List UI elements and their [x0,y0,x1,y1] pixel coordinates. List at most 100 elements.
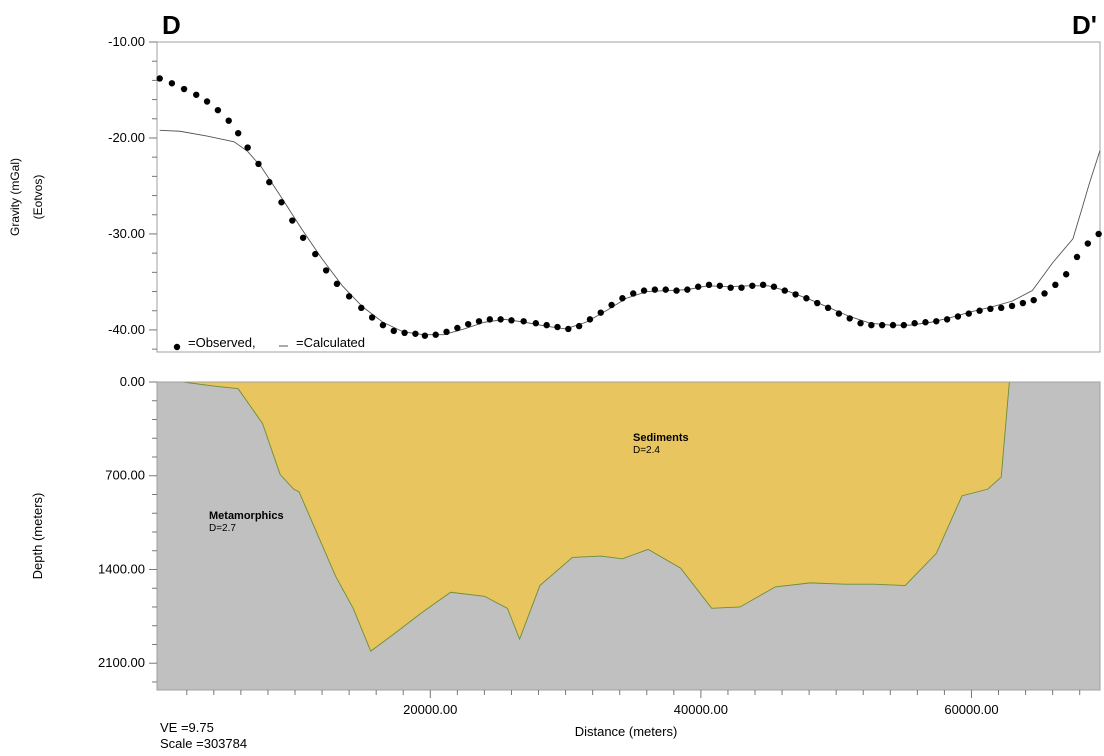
observed-gravity-points [156,75,1102,339]
depth-y-tick-label: 1400.00 [98,561,145,576]
observed-point [727,284,734,291]
observed-point [1052,281,1059,289]
depth-y-ticks: 0.00 700.00 1400.00 2100.00 [98,374,157,683]
observed-point [168,80,176,87]
sediments-label: Sediments [633,432,689,444]
metamorphics-density: D=2.7 [209,523,236,534]
observed-point [193,91,200,98]
observed-point [619,295,626,302]
vertical-exaggeration: VE =9.75 [160,720,214,735]
observed-point [156,75,163,82]
observed-point [749,282,756,289]
observed-point [1019,299,1027,307]
observed-point [1095,230,1102,238]
observed-point [464,320,472,328]
metamorphics-body [157,382,1100,690]
depth-y-axis-label: Depth (meters) [30,493,45,580]
observed-point [868,321,875,329]
gravity-y-axis-label-eotvos: (Eotvos) [31,175,45,220]
observed-point [289,217,296,224]
profile-end-label: D' [1072,10,1097,40]
observed-point [432,331,439,338]
observed-point [255,160,262,168]
observed-point [640,287,648,294]
observed-point [266,178,273,186]
observed-point [575,322,583,330]
gravity-y-tick-label: -20.00 [108,130,145,145]
observed-point [532,320,540,327]
observed-point [965,310,972,317]
observed-point [694,283,702,290]
legend-observed-label: =Observed, [188,335,256,350]
distance-x-tick-label: 40000.00 [674,702,728,717]
observed-point [234,129,242,137]
observed-point [814,299,821,307]
observed-point [379,321,387,329]
depth-panel: 0.00 700.00 1400.00 2100.00 20000.00 40000.0… [30,374,1101,739]
observed-point [922,319,929,326]
observed-point [475,318,483,325]
observed-point [911,320,918,327]
legend-calculated-label: =Calculated [296,335,365,350]
observed-point [597,309,604,316]
observed-point [508,317,515,324]
depth-y-tick-label: 700.00 [105,468,145,483]
observed-point [803,295,810,302]
observed-point [792,291,799,298]
observed-point [705,281,713,289]
observed-point [943,316,951,323]
gravity-y-tick-label: -30.00 [108,226,145,241]
observed-point [421,332,429,339]
observed-point [976,307,983,314]
depth-y-tick-label: 0.00 [120,374,145,389]
observed-point [662,286,669,293]
plot-scale: Scale =303784 [160,736,247,751]
observed-point [358,304,365,312]
observed-point [759,281,767,289]
distance-x-axis-label: Distance (meters) [575,724,678,739]
observed-point [333,280,341,288]
observed-point [630,290,637,297]
observed-point [244,144,251,151]
observed-point [878,321,886,329]
sediments-density: D=2.4 [633,445,660,456]
observed-point [1041,290,1048,297]
observed-point [781,287,788,294]
observed-point [486,316,494,323]
observed-point [368,314,376,321]
observed-point [554,323,561,331]
observed-point [738,284,745,291]
body-boundary-line [157,381,1100,652]
legend-observed-marker [173,343,181,351]
observed-point [322,267,330,274]
observed-point [214,106,222,114]
observed-point [987,305,994,313]
observed-point [586,316,594,323]
observed-point [889,321,897,329]
observed-point [835,310,843,317]
profile-start-label: D [162,10,181,40]
metamorphics-label: Metamorphics [209,510,284,522]
observed-point [1062,271,1070,278]
observed-point [443,328,450,336]
observed-point [225,117,232,124]
observed-point [1084,240,1092,247]
observed-point [497,316,504,323]
observed-point [857,320,864,327]
observed-point [651,286,659,293]
observed-point [824,304,832,312]
observed-point [278,199,285,206]
observed-point [1008,302,1016,310]
gravity-legend: =Observed, =Calculated [173,335,365,351]
observed-point [608,301,615,309]
observed-point [543,321,550,329]
gravity-y-tick-label: -40.00 [108,322,145,337]
observed-point [345,293,353,300]
observed-point [390,327,397,335]
observed-point [180,85,188,93]
observed-point [401,329,408,337]
observed-point [299,234,307,241]
observed-point [203,98,211,105]
gravity-y-tick-label: -10.00 [108,34,145,49]
